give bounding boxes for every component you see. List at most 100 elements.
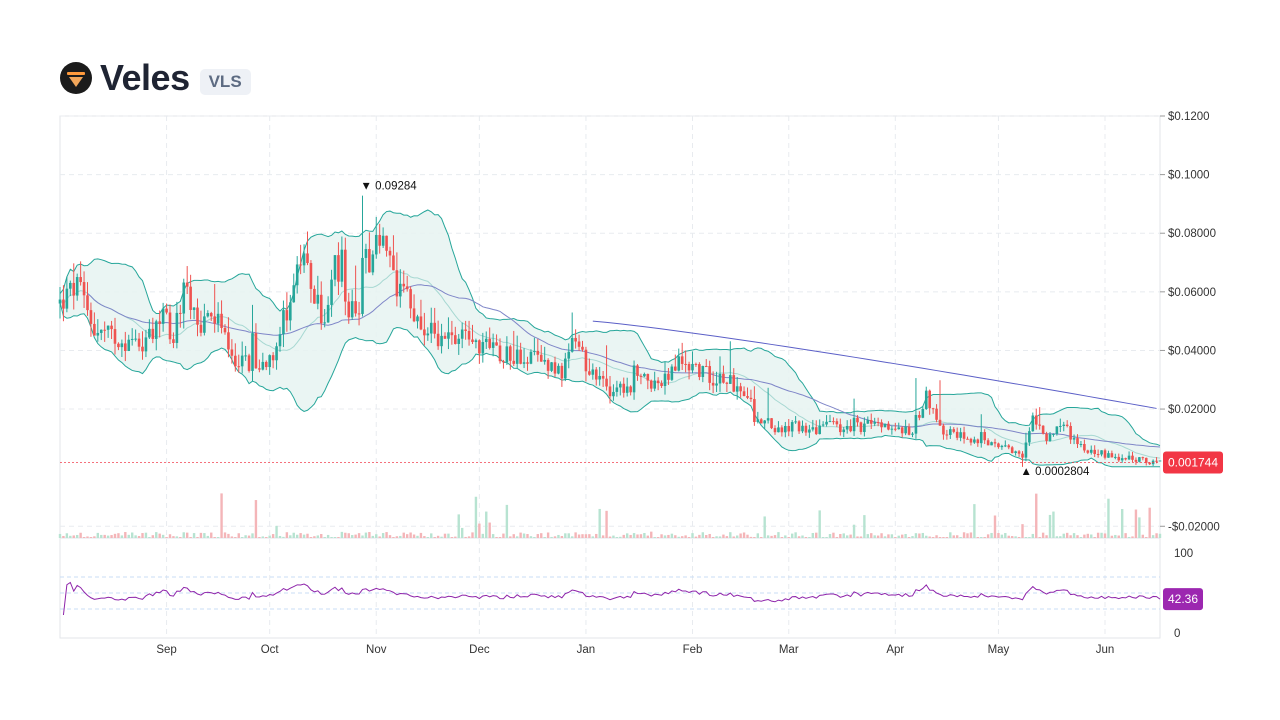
candle-body <box>625 386 629 393</box>
volume-bar <box>137 536 141 538</box>
candle-body <box>1079 443 1083 445</box>
volume-bar <box>388 535 392 538</box>
candle-body <box>986 440 990 446</box>
volume-bar <box>1017 537 1021 538</box>
candle-body <box>75 277 79 296</box>
y-tick-label: $0.06000 <box>1168 287 1216 299</box>
veles-logo-icon <box>60 62 92 94</box>
volume-bar <box>839 534 842 538</box>
volume-bar <box>1024 537 1028 538</box>
volume-bar <box>72 535 75 538</box>
volume-bar <box>65 533 69 538</box>
candle-body <box>529 351 533 364</box>
volume-bar <box>485 511 488 538</box>
candle-body <box>546 359 550 371</box>
volume-bar <box>815 532 818 538</box>
volume-bar <box>392 537 395 538</box>
candle-body <box>385 235 388 251</box>
volume-bar <box>337 537 340 538</box>
candle-body <box>749 397 753 400</box>
volume-bar <box>323 537 326 538</box>
candle-body <box>646 373 650 381</box>
candle-body <box>344 249 347 302</box>
candle-body <box>828 421 832 423</box>
volume-bar <box>412 534 416 538</box>
rsi-value-label: 42.36 <box>1168 592 1198 606</box>
candle-body <box>759 419 763 424</box>
volume-bar <box>942 537 945 538</box>
candle-body <box>612 391 615 397</box>
candle-body <box>1096 454 1100 456</box>
candle-body <box>1127 455 1131 460</box>
volume-bar <box>58 533 62 538</box>
volume-bar <box>986 534 990 538</box>
candle-body <box>1158 460 1162 462</box>
candle-body <box>440 335 443 347</box>
candle-body <box>93 323 96 336</box>
candle-body <box>409 289 412 309</box>
candle-body <box>536 350 540 355</box>
volume-bar <box>708 533 711 538</box>
candle-body <box>732 375 736 392</box>
volume-bar <box>866 534 870 538</box>
candle-body <box>467 330 471 340</box>
candle-body <box>966 438 969 440</box>
volume-bar <box>124 532 127 538</box>
volume-bar <box>62 535 65 538</box>
volume-bar <box>622 534 625 538</box>
volume-bar <box>873 535 876 538</box>
volume-bar <box>945 537 949 538</box>
volume-bar <box>220 493 223 538</box>
volume-bar <box>667 534 670 538</box>
candle-body <box>622 383 626 393</box>
candle-body <box>1072 438 1076 440</box>
candle-body <box>653 380 656 389</box>
volume-bar <box>925 535 928 538</box>
volume-bar <box>230 536 234 538</box>
volume-bar <box>729 532 732 538</box>
candle-body <box>756 419 760 423</box>
volume-bar <box>151 535 155 538</box>
candle-body <box>464 329 467 331</box>
candle-body <box>474 340 478 343</box>
volume-bar <box>650 531 653 538</box>
volume-bar <box>130 532 134 538</box>
candle-body <box>1021 453 1024 458</box>
volume-bar <box>196 537 199 538</box>
candle-body <box>983 432 986 441</box>
volume-bar <box>1062 533 1065 538</box>
volume-bar <box>801 535 804 538</box>
candle-body <box>904 426 907 434</box>
candle-body <box>313 288 316 304</box>
volume-bar <box>894 537 897 538</box>
candle-body <box>1028 431 1031 443</box>
candle-body <box>1117 456 1121 461</box>
volume-bar <box>127 534 130 538</box>
candle-body <box>539 354 543 362</box>
candle-body <box>636 365 639 376</box>
candle-body <box>990 442 993 446</box>
volume-bar <box>460 527 464 538</box>
volume-bar <box>887 534 890 538</box>
candle-body <box>687 363 691 371</box>
candle-body <box>62 299 65 309</box>
volume-bar <box>189 537 192 538</box>
candle-body <box>522 362 526 364</box>
candle-body <box>69 282 72 289</box>
candle-body <box>911 433 914 435</box>
volume-bar <box>828 534 832 538</box>
volume-bar <box>825 537 828 538</box>
candle-body <box>804 425 808 433</box>
volume-bar <box>1045 535 1048 538</box>
volume-bar <box>402 532 405 538</box>
candle-body <box>436 333 440 347</box>
candle-body <box>89 310 93 324</box>
candle-body <box>137 338 141 347</box>
candle-body <box>921 408 925 418</box>
candle-body <box>608 386 612 397</box>
volume-bar <box>918 533 921 538</box>
candle-body <box>873 422 876 424</box>
volume-bar <box>223 532 227 538</box>
candle-body <box>368 249 371 273</box>
